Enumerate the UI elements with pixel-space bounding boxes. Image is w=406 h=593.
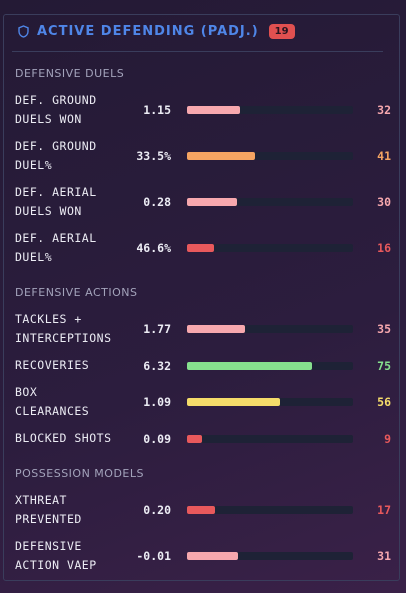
- bar-track: [187, 398, 353, 406]
- sections: DEFENSIVE DUELS DEF. GROUND DUELS WON 1.15…: [15, 66, 391, 579]
- stat-value: 1.77: [143, 322, 171, 336]
- stat-label: DEF. GROUND DUEL%: [15, 139, 97, 172]
- percentile-label: 16: [377, 241, 391, 255]
- stat-label: DEF. GROUND DUELS WON: [15, 93, 97, 126]
- stat-label: DEFENSIVE ACTION VAEP: [15, 539, 97, 572]
- stat-row: RECOVERIES 6.32 75: [15, 352, 391, 379]
- percentile-bar: [187, 152, 256, 160]
- stat-value: 0.20: [143, 503, 171, 517]
- percentile-label: 9: [384, 431, 391, 446]
- percentile-bar: [187, 325, 246, 333]
- stat-value: 0.09: [143, 431, 171, 446]
- percentile-bar: [187, 434, 202, 443]
- stat-row: BLOCKED SHOTS 0.09 9: [15, 425, 391, 452]
- stat-row: DEFENSIVE ACTION VAEP -0.01 31: [15, 533, 391, 579]
- percentile-bar: [187, 398, 280, 406]
- stat-row: DEF. AERIAL DUELS WON 0.28 30: [15, 179, 391, 225]
- bar-track: [187, 325, 353, 333]
- bar-track: [187, 244, 353, 252]
- stat-row: TACKLES + INTERCEPTIONS 1.77 35: [15, 306, 391, 352]
- divider: [12, 51, 383, 52]
- stat-row: DEF. GROUND DUELS WON 1.15 32: [15, 87, 391, 133]
- stat-value: 1.09: [143, 395, 171, 409]
- section-title: POSSESSION MODELS: [15, 467, 144, 480]
- stat-row: DEF. GROUND DUEL% 33.5% 41: [15, 133, 391, 179]
- stat-value: 0.28: [143, 195, 171, 209]
- bar-track: [187, 434, 353, 443]
- bar-track: [187, 106, 353, 114]
- stat-label: TACKLES + INTERCEPTIONS: [15, 312, 112, 345]
- stat-value: 33.5%: [136, 149, 171, 163]
- stat-label: XTHREAT PREVENTED: [15, 493, 82, 526]
- percentile-bar: [187, 361, 312, 370]
- percentile-label: 56: [377, 395, 391, 409]
- badge: 19: [268, 24, 295, 39]
- stat-label: DEF. AERIAL DUEL%: [15, 231, 97, 264]
- percentile-label: 30: [377, 195, 391, 209]
- stat-value: -0.01: [136, 549, 171, 563]
- bar-track: [187, 198, 353, 206]
- stat-row: XTHREAT PREVENTED 0.20 17: [15, 487, 391, 533]
- stat-label: DEF. AERIAL DUELS WON: [15, 185, 97, 218]
- stat-value: 6.32: [143, 358, 171, 373]
- percentile-bar: [187, 198, 237, 206]
- percentile-bar: [187, 552, 239, 560]
- bar-track: [187, 361, 353, 370]
- percentile-label: 31: [377, 549, 391, 563]
- percentile-label: 32: [377, 103, 391, 117]
- percentile-bar: [187, 106, 241, 114]
- section-title: DEFENSIVE ACTIONS: [15, 286, 138, 299]
- stat-label: RECOVERIES: [15, 358, 90, 372]
- stat-label: BOX CLEARANCES: [15, 385, 90, 418]
- stat-label: BLOCKED SHOTS: [15, 431, 112, 445]
- percentile-bar: [187, 506, 216, 514]
- section-title: DEFENSIVE DUELS: [15, 67, 125, 80]
- percentile-label: 17: [377, 503, 391, 517]
- bar-track: [187, 506, 353, 514]
- bar-track: [187, 152, 353, 160]
- shield-icon: [18, 25, 29, 38]
- stat-row: BOX CLEARANCES 1.09 56: [15, 379, 391, 425]
- stat-row: DEF. AERIAL DUEL% 46.6% 16: [15, 225, 391, 271]
- bar-track: [187, 552, 353, 560]
- title: ACTIVE DEFENDING (PADJ.): [37, 24, 259, 39]
- percentile-label: 75: [377, 358, 391, 373]
- stat-value: 1.15: [143, 103, 171, 117]
- percentile-label: 41: [377, 149, 391, 163]
- percentile-label: 35: [377, 322, 391, 336]
- percentile-bar: [187, 244, 214, 252]
- stat-value: 46.6%: [136, 241, 171, 255]
- header: ACTIVE DEFENDING (PADJ.) 19: [18, 24, 295, 39]
- card: ACTIVE DEFENDING (PADJ.) 19 DEFENSIVE DU…: [3, 14, 400, 581]
